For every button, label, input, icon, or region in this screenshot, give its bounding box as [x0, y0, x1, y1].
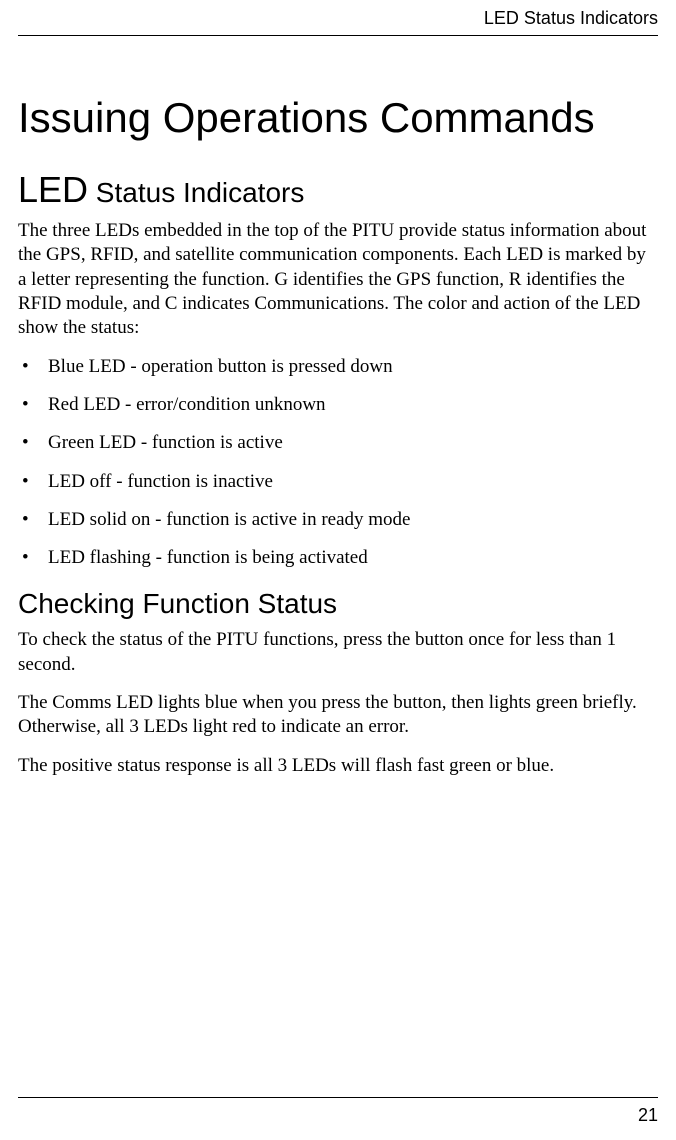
list-item: LED off - function is inactive: [18, 470, 658, 494]
list-item: Green LED - function is active: [18, 431, 658, 455]
header-text: LED Status Indicators: [484, 8, 658, 28]
section-heading-led-big: LED: [18, 169, 88, 210]
section2-para: To check the status of the PITU function…: [18, 628, 658, 677]
list-item: LED flashing - function is being activat…: [18, 546, 658, 570]
section-heading-led-rest: Status Indicators: [88, 177, 304, 208]
section1-intro: The three LEDs embedded in the top of th…: [18, 219, 658, 341]
section-heading-led: LED Status Indicators: [18, 169, 658, 211]
section-heading-checking: Checking Function Status: [18, 588, 658, 620]
page-number: 21: [638, 1105, 658, 1126]
list-item: Blue LED - operation button is pressed d…: [18, 355, 658, 379]
led-status-list: Blue LED - operation button is pressed d…: [18, 355, 658, 571]
page-title: Issuing Operations Commands: [18, 94, 658, 141]
document-page: LED Status Indicators Issuing Operations…: [0, 0, 676, 1140]
page-header: LED Status Indicators: [18, 0, 658, 36]
section2-para: The Comms LED lights blue when you press…: [18, 691, 658, 740]
list-item: Red LED - error/condition unknown: [18, 393, 658, 417]
list-item: LED solid on - function is active in rea…: [18, 508, 658, 532]
footer-rule: [18, 1097, 658, 1098]
section2-para: The positive status response is all 3 LE…: [18, 754, 658, 778]
